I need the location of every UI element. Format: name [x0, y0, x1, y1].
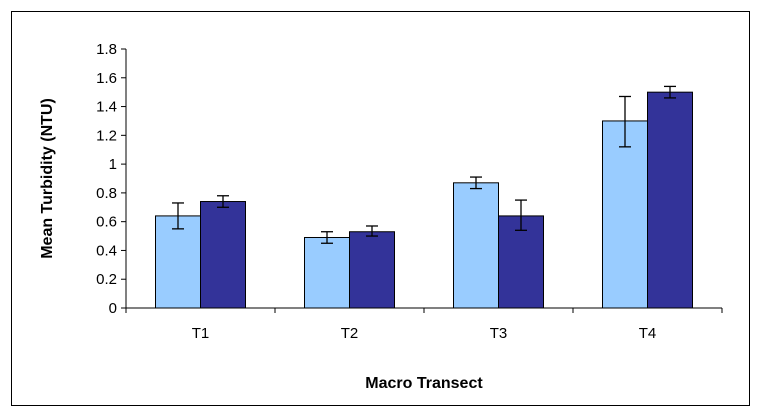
y-tick-label: 1 [109, 156, 117, 173]
error-bar [172, 202, 184, 230]
y-tick-label: 0.2 [96, 271, 117, 288]
bar [498, 215, 544, 309]
error-bar [619, 95, 631, 148]
error-bar [664, 85, 676, 99]
error-bar [515, 199, 527, 231]
bar [453, 182, 499, 309]
x-tick-label: T1 [192, 325, 210, 342]
y-tick-label: 0.8 [96, 185, 117, 202]
y-tick-label: 0.4 [96, 242, 117, 259]
bar [647, 91, 693, 309]
y-tick-label: 1.6 [96, 70, 117, 87]
x-tick-label: T2 [341, 325, 359, 342]
error-bar [321, 231, 333, 244]
error-bar [470, 176, 482, 190]
x-tick-label: T4 [639, 325, 657, 342]
y-tick-label: 0 [109, 300, 117, 317]
x-tick-label: T3 [490, 325, 508, 342]
y-tick-label: 1.2 [96, 127, 117, 144]
bar [602, 120, 648, 309]
bar [200, 201, 246, 309]
bar [304, 236, 350, 309]
x-axis-title: Macro Transect [365, 375, 483, 392]
bars [155, 91, 693, 309]
y-tick-label: 1.8 [96, 41, 117, 58]
y-axis-title: Mean Turbidity (NTU) [39, 98, 56, 259]
error-bars [172, 85, 676, 244]
error-bar [217, 195, 229, 208]
bar [349, 231, 395, 309]
bar [155, 215, 201, 309]
tick-labels: 0 0.2 0.4 0.6 0.8 1 1.2 1.4 1.6 1.8 T1 T2 T3 T4 [96, 41, 656, 342]
y-tick-label: 0.6 [96, 214, 117, 231]
y-tick-label: 1.4 [96, 99, 117, 116]
error-bar [366, 225, 378, 237]
